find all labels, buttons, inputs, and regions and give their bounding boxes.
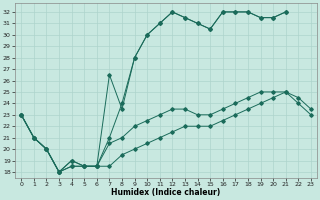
X-axis label: Humidex (Indice chaleur): Humidex (Indice chaleur) — [111, 188, 221, 197]
